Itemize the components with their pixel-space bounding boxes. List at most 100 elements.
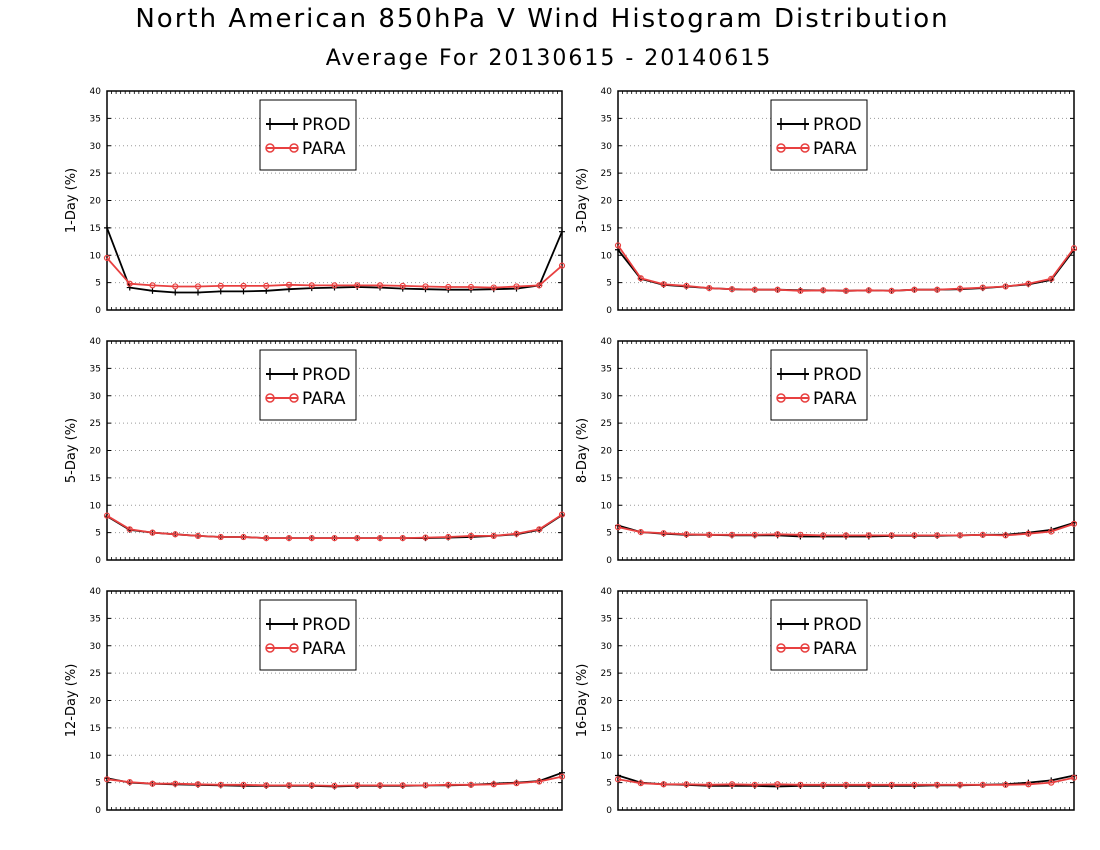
data-point-para (536, 526, 543, 533)
data-point-para (865, 781, 872, 788)
legend-box (259, 99, 357, 171)
data-point-para (797, 531, 804, 538)
data-point-para (820, 532, 827, 539)
data-point-para (1070, 520, 1078, 527)
y-tick-label: 25 (601, 169, 612, 179)
y-tick-label: 10 (601, 501, 613, 511)
data-point-para (490, 284, 497, 291)
legend-label: PROD (302, 365, 351, 385)
data-point-para (1025, 530, 1032, 537)
data-point-para (194, 781, 202, 788)
data-point-para (263, 282, 270, 290)
legend: PROD PARA (259, 99, 357, 171)
y-tick-label: 30 (90, 392, 102, 402)
plot-frame (617, 90, 1075, 311)
data-point-para (706, 531, 713, 538)
data-point-para (399, 782, 406, 789)
chart-panel-5: 0 5 10 15 20 25 30 35 40 12-Day (%) PROD PARA (64, 587, 566, 816)
data-point-para (728, 286, 736, 293)
data-point-prod (240, 288, 247, 295)
legend: PROD PARA (770, 349, 868, 421)
data-point-para (979, 781, 986, 788)
legend-box (259, 349, 357, 421)
data-point-para (217, 282, 224, 290)
legend: PROD PARA (770, 99, 868, 171)
y-tick-label: 20 (601, 447, 613, 457)
y-tick-label: 5 (95, 279, 101, 289)
data-point-para (194, 532, 202, 540)
data-point-para (103, 254, 111, 262)
legend-marker (289, 393, 299, 403)
y-tick-label: 5 (606, 779, 612, 789)
data-point-para (1070, 774, 1078, 781)
y-tick-label: 25 (90, 669, 101, 679)
legend-marker (776, 393, 786, 403)
data-point-para (422, 534, 429, 541)
chart-panel-4: 0 5 10 15 20 25 30 35 40 8-Day (%) PROD PARA (575, 337, 1078, 566)
data-point-para (637, 780, 644, 787)
data-point-para (865, 287, 872, 294)
legend: PROD PARA (770, 599, 868, 671)
data-point-para (354, 534, 361, 542)
data-point-para (1025, 280, 1032, 287)
data-point-para (558, 262, 566, 269)
y-tick-label: 5 (606, 529, 612, 539)
legend-marker (269, 368, 295, 380)
data-point-para (706, 781, 713, 788)
y-tick-label: 0 (606, 806, 612, 816)
legend-label: PROD (813, 115, 862, 135)
data-point-para (354, 782, 361, 789)
y-tick-label: 0 (95, 556, 101, 566)
data-point-para (842, 287, 850, 294)
data-point-para (422, 782, 429, 789)
chart-panel-3: 0 5 10 15 20 25 30 35 40 5-Day (%) PROD PARA (64, 337, 566, 566)
data-point-para (240, 781, 247, 788)
chart-panel-2: 0 5 10 15 20 25 30 35 40 3-Day (%) PROD PARA (575, 87, 1078, 316)
y-tick-label: 35 (601, 614, 612, 624)
y-tick-label: 15 (90, 224, 101, 234)
data-point-para (194, 283, 202, 290)
legend-marker (800, 393, 810, 403)
data-point-para (728, 781, 736, 788)
legend-marker (289, 143, 299, 153)
data-point-para (1070, 245, 1078, 252)
data-point-para (308, 782, 315, 789)
data-point-para (683, 282, 690, 290)
data-point-para (376, 782, 384, 789)
data-point-prod (104, 224, 110, 231)
y-tick-label: 10 (601, 751, 613, 761)
y-tick-label: 25 (601, 419, 612, 429)
y-tick-label: 35 (90, 364, 101, 374)
y-tick-label: 10 (601, 251, 613, 261)
data-point-para (376, 534, 384, 542)
y-tick-label: 5 (606, 279, 612, 289)
data-point-para (979, 531, 986, 538)
legend-label: PARA (813, 389, 857, 409)
legend-label: PARA (302, 639, 346, 659)
data-point-para (285, 782, 293, 789)
y-axis-label: 16-Day (%) (575, 664, 590, 738)
data-point-para (354, 282, 361, 289)
data-point-para (820, 781, 827, 788)
data-point-para (934, 532, 941, 539)
data-point-para (774, 286, 781, 293)
y-axis-label: 8-Day (%) (575, 418, 590, 483)
series-line-para (617, 244, 1075, 292)
data-point-para (1048, 275, 1055, 282)
data-point-para (1002, 532, 1009, 539)
data-point-para (126, 778, 133, 786)
data-point-para (637, 528, 644, 536)
legend-label: PARA (302, 139, 346, 159)
data-point-para (1002, 781, 1009, 788)
plot-frame (617, 340, 1075, 561)
plot-frame (106, 90, 563, 311)
data-point-para (172, 531, 179, 538)
data-point-para (774, 781, 781, 788)
y-tick-label: 20 (90, 697, 102, 707)
y-tick-label: 20 (90, 447, 102, 457)
legend-marker (780, 118, 806, 130)
y-tick-label: 0 (606, 306, 612, 316)
y-tick-label: 35 (90, 114, 101, 124)
series-line-para (106, 513, 563, 539)
